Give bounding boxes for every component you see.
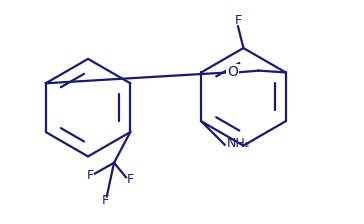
Text: O: O [227,65,238,80]
Text: F: F [102,194,108,207]
Text: F: F [127,172,134,185]
Text: NH₂: NH₂ [226,138,250,151]
Text: F: F [234,14,242,27]
Text: F: F [87,169,94,182]
